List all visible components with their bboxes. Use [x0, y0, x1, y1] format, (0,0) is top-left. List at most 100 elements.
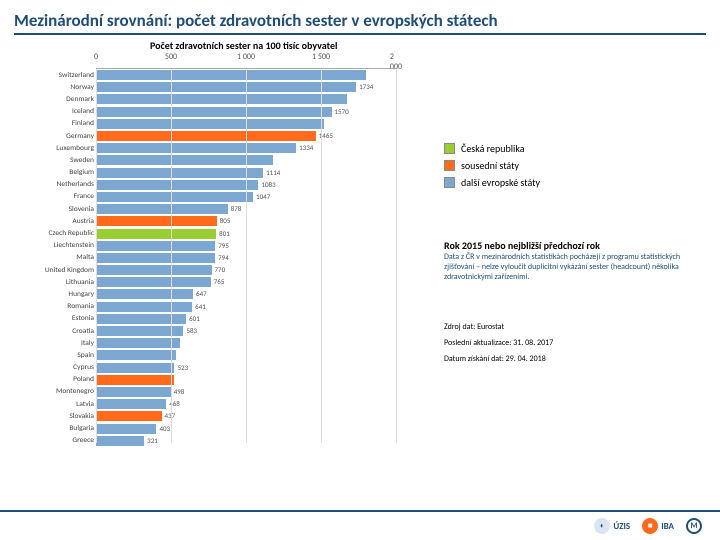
note-body: Data z ČR v mezinárodních statistikách p… — [444, 252, 694, 282]
bar-value: 641 — [195, 302, 206, 311]
bar-value: 583 — [186, 326, 197, 335]
bar-value: 321 — [147, 436, 158, 445]
logo-iba: ■ IBA — [642, 518, 674, 534]
bar: 601 — [96, 314, 186, 324]
footer: ◐ ÚZIS ■ IBA M — [0, 510, 720, 540]
bar-value: 1114 — [266, 168, 280, 177]
side-panel: Česká republika sousední státy další evrop… — [414, 52, 694, 443]
bar: 878 — [96, 204, 228, 214]
y-label: Czech Republic — [14, 229, 94, 238]
gridline — [96, 69, 97, 443]
y-label: Hungary — [14, 290, 94, 299]
logo-badge-icon: M — [686, 518, 702, 534]
y-label: Estonia — [14, 314, 94, 323]
y-label: United Kingdom — [14, 266, 94, 275]
bar: 641 — [96, 302, 192, 312]
bar-value: 795 — [218, 241, 229, 250]
y-label: Italy — [14, 339, 94, 348]
bar: 805 — [96, 216, 217, 226]
y-label: Slovenia — [14, 205, 94, 214]
meta-updated: Poslední aktualizace: 31. 08. 2017 — [444, 338, 694, 348]
bar: 1734 — [96, 82, 356, 92]
bar-value: 1734 — [359, 82, 373, 91]
bar: 498 — [96, 387, 171, 397]
bar: 523 — [96, 363, 174, 373]
gridline — [246, 69, 247, 443]
y-label: Netherlands — [14, 180, 94, 189]
bar-value: 437 — [165, 411, 176, 420]
y-label: Austria — [14, 217, 94, 226]
page-title: Mezinárodní srovnání: počet zdravotních … — [0, 0, 720, 33]
title-underline — [14, 33, 706, 35]
bar-value: 805 — [220, 216, 231, 225]
y-label: Belgium — [14, 168, 94, 177]
chart: 05001 0001 5002 000 SwitzerlandNorway173… — [14, 52, 414, 443]
x-axis: 05001 0001 5002 000 — [96, 52, 396, 68]
bar-value: 794 — [218, 253, 229, 262]
legend-item: Česká republika — [444, 142, 694, 155]
bar: 1465 — [96, 131, 316, 141]
bar — [96, 350, 176, 360]
x-tick-label: 1 000 — [237, 52, 255, 62]
y-label: Liechtenstein — [14, 241, 94, 250]
bar — [96, 338, 180, 348]
content-area: 05001 0001 5002 000 SwitzerlandNorway173… — [0, 52, 720, 443]
gridline — [321, 69, 322, 443]
y-label: Norway — [14, 83, 94, 92]
legend-label: Česká republika — [461, 142, 525, 155]
y-label: Lithuania — [14, 278, 94, 287]
y-label: Spain — [14, 351, 94, 360]
y-label: Bulgaria — [14, 424, 94, 433]
note-title: Rok 2015 nebo nejbližší předchozí rok — [444, 239, 694, 252]
bar-value: 523 — [177, 363, 188, 372]
bar: 468 — [96, 399, 166, 409]
legend-swatch — [444, 177, 455, 188]
metadata: Zdroj dat: Eurostat Poslední aktualizace… — [444, 322, 694, 364]
y-label: Iceland — [14, 107, 94, 116]
legend-item: sousední státy — [444, 159, 694, 172]
y-label: Latvia — [14, 400, 94, 409]
bar-value: 498 — [174, 387, 185, 396]
x-tick-label: 1 500 — [312, 52, 330, 62]
y-label: Cyprus — [14, 363, 94, 372]
meta-source: Zdroj dat: Eurostat — [444, 322, 694, 332]
logo-uzis: ◐ ÚZIS — [594, 518, 630, 534]
bar — [96, 94, 347, 104]
bar-value: 801 — [219, 229, 230, 238]
gridline — [171, 69, 172, 443]
bar: 794 — [96, 253, 215, 263]
logo-badge-icon: ■ — [642, 518, 658, 534]
y-label: Germany — [14, 132, 94, 141]
logo-mu: M — [686, 518, 702, 534]
bar-value: 1334 — [299, 143, 313, 152]
y-label: Greece — [14, 436, 94, 445]
y-label: Sweden — [14, 156, 94, 165]
bar-value: 1083 — [261, 180, 275, 189]
bar: 801 — [96, 229, 216, 239]
legend-swatch — [444, 160, 455, 171]
y-label: Luxembourg — [14, 144, 94, 153]
legend-item: další evropské státy — [444, 176, 694, 189]
bar: 1334 — [96, 143, 296, 153]
legend: Česká republika sousední státy další evrop… — [444, 142, 694, 189]
y-label: France — [14, 192, 94, 201]
bar: 795 — [96, 241, 215, 251]
bar — [96, 70, 366, 80]
bar — [96, 119, 324, 129]
y-label: Finland — [14, 119, 94, 128]
y-label: Malta — [14, 253, 94, 262]
bar-value: 601 — [189, 314, 200, 323]
bar-value: 1570 — [335, 107, 349, 116]
bar-value: 403 — [159, 424, 170, 433]
chart-subtitle: Počet zdravotních sester na 100 tisíc ob… — [150, 39, 720, 52]
bar-value: 765 — [214, 277, 225, 286]
bar: 1114 — [96, 168, 263, 178]
bar — [96, 375, 174, 385]
bar: 1570 — [96, 107, 332, 117]
bar-value: 647 — [196, 289, 207, 298]
bar: 403 — [96, 424, 156, 434]
y-label: Slovakia — [14, 412, 94, 421]
logo-badge-icon: ◐ — [594, 518, 610, 534]
bar: 321 — [96, 436, 144, 446]
y-label: Montenegro — [14, 387, 94, 396]
